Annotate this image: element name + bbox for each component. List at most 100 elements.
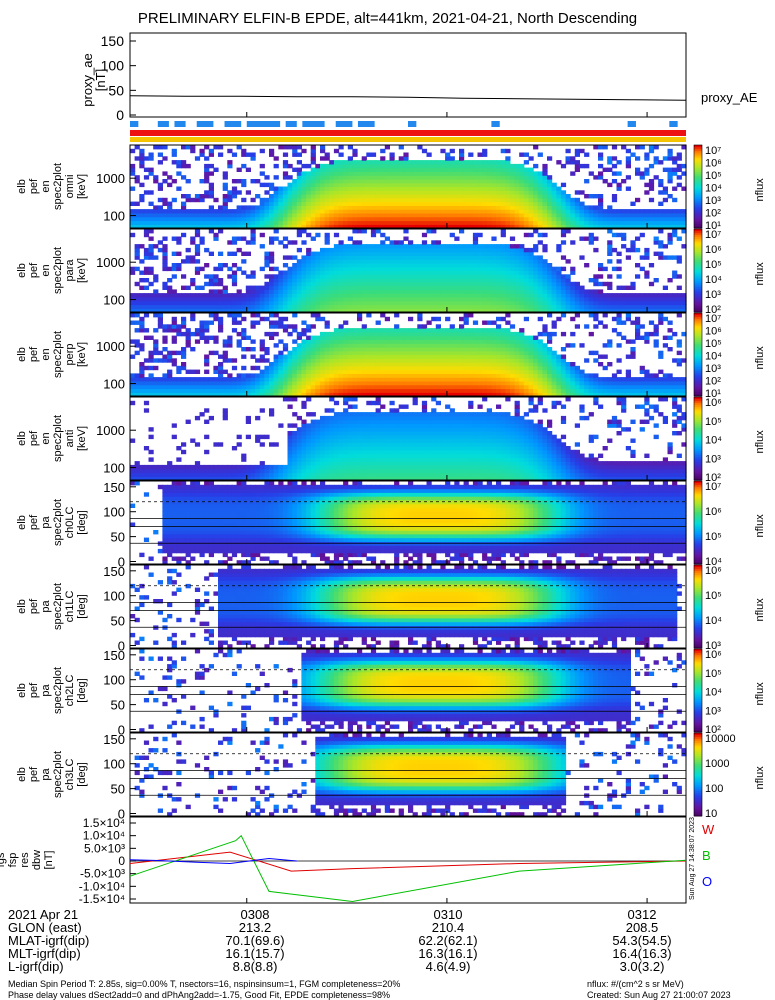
spectrogram-cell (523, 201, 529, 206)
spectrogram-cell (514, 377, 520, 382)
spectrogram-cell (264, 274, 270, 279)
spectrogram-cell (639, 308, 645, 313)
spectrogram-cell (667, 293, 673, 298)
spectrogram-cell (259, 296, 265, 302)
colorbar-cell (694, 225, 702, 229)
spectrogram-cell (361, 388, 367, 393)
spectrogram-cell (148, 384, 154, 390)
spectrogram-cell (477, 304, 483, 309)
spectrogram-cell (426, 270, 432, 275)
spectrogram-cell (421, 270, 428, 275)
spectrogram-cell (324, 365, 330, 371)
spectrogram-cell (607, 251, 613, 256)
spectrogram-cell (352, 244, 358, 249)
spectrogram-cell (431, 263, 437, 268)
spectrogram-cell (482, 373, 488, 378)
spectrogram-cell (329, 247, 335, 253)
spectrogram-cell (528, 175, 534, 180)
spectrogram-cell (315, 179, 321, 184)
spectrogram-cell (199, 331, 205, 337)
spectrogram-cell (352, 388, 358, 393)
spectrogram-cell (459, 160, 465, 165)
spectrogram-cell (370, 300, 377, 306)
spectrogram-cell (598, 263, 604, 268)
spectrogram-cell (468, 281, 474, 287)
spectrogram-cell (139, 212, 145, 218)
spectrogram-cell (394, 335, 400, 340)
spectrogram-cell (296, 384, 302, 390)
colorbar-cell (694, 215, 702, 219)
spectrogram-cell (333, 216, 340, 222)
spectrogram-cell (347, 179, 353, 184)
spectrogram-cell (408, 354, 414, 359)
spectrogram-cell (398, 300, 404, 306)
spectrogram-cell (417, 190, 423, 195)
spectrogram-cell (329, 335, 335, 340)
spectrogram-cell (417, 388, 423, 393)
spectrogram-cell (514, 175, 520, 180)
spectrogram-cell (519, 201, 525, 206)
spectrogram-cell (486, 365, 492, 371)
spectrogram-cell (533, 308, 539, 313)
spectrogram-cell (509, 388, 516, 393)
spectrogram-cell (352, 266, 358, 272)
spectrogram-cell (486, 388, 492, 393)
spectrogram-cell (208, 304, 214, 309)
spectrogram-cell (287, 380, 293, 386)
spectrogram-cell (153, 300, 159, 306)
spectrogram-cell (565, 281, 571, 287)
spectrogram-cell (384, 255, 390, 260)
spectrogram-cell (185, 304, 191, 309)
spectrogram-cell (556, 201, 562, 206)
spectrogram-cell (269, 365, 275, 371)
spectrogram-cell (139, 216, 145, 222)
spectrogram-cell (435, 182, 441, 188)
spectrogram-cell (468, 197, 474, 203)
spectrogram-cell (375, 171, 381, 176)
spectrogram-cell (477, 220, 483, 225)
spectrogram-cell (560, 281, 567, 287)
spectrogram-cell (417, 328, 423, 333)
spectrogram-cell (398, 212, 404, 218)
spectrogram-cell (282, 304, 289, 309)
spectrogram-cell (296, 296, 302, 302)
spectrogram-cell (482, 201, 488, 206)
spectrogram-cell (282, 197, 289, 203)
spectrogram-cell (222, 388, 228, 393)
spectrogram-cell (282, 244, 289, 249)
spectrogram-cell (445, 304, 451, 309)
spectrogram-cell (306, 274, 312, 279)
spectrogram-cell (421, 388, 428, 393)
spectrogram-cell (315, 293, 321, 298)
spectrogram-cell (435, 354, 441, 359)
spectrogram-cell (408, 278, 414, 283)
spectrogram-cell (227, 216, 233, 222)
colorbar-cell (694, 211, 702, 214)
spectrogram-cell (181, 354, 187, 359)
spectrogram-cell (551, 194, 557, 199)
spectrogram-cell (292, 324, 298, 329)
spectrogram-cell (194, 270, 201, 275)
spectrogram-cell (611, 216, 618, 222)
spectrogram-cell (375, 255, 381, 260)
spectrogram-cell (440, 281, 446, 287)
spectrogram-cell (264, 358, 270, 363)
spectrogram-cell (366, 339, 372, 344)
spectrogram-cell (653, 278, 659, 283)
spectrogram-cell (185, 209, 191, 214)
spectrogram-cell (222, 392, 228, 397)
spectrogram-cell (426, 201, 432, 206)
spectrogram-cell (449, 278, 455, 283)
spectrogram-cell (431, 316, 437, 322)
spectrogram-cell (218, 212, 224, 218)
spectrogram-cell (547, 175, 553, 180)
spectrogram-cell (496, 289, 502, 294)
spectrogram-cell (384, 186, 390, 191)
spectrogram-cell (361, 369, 367, 374)
spectrogram-cell (296, 232, 302, 238)
spectrogram-cell (547, 281, 553, 287)
spectrogram-cell (681, 163, 687, 169)
spectrogram-cell (644, 182, 650, 188)
spectrogram-cell (333, 377, 340, 382)
spectrogram-cell (496, 331, 502, 337)
